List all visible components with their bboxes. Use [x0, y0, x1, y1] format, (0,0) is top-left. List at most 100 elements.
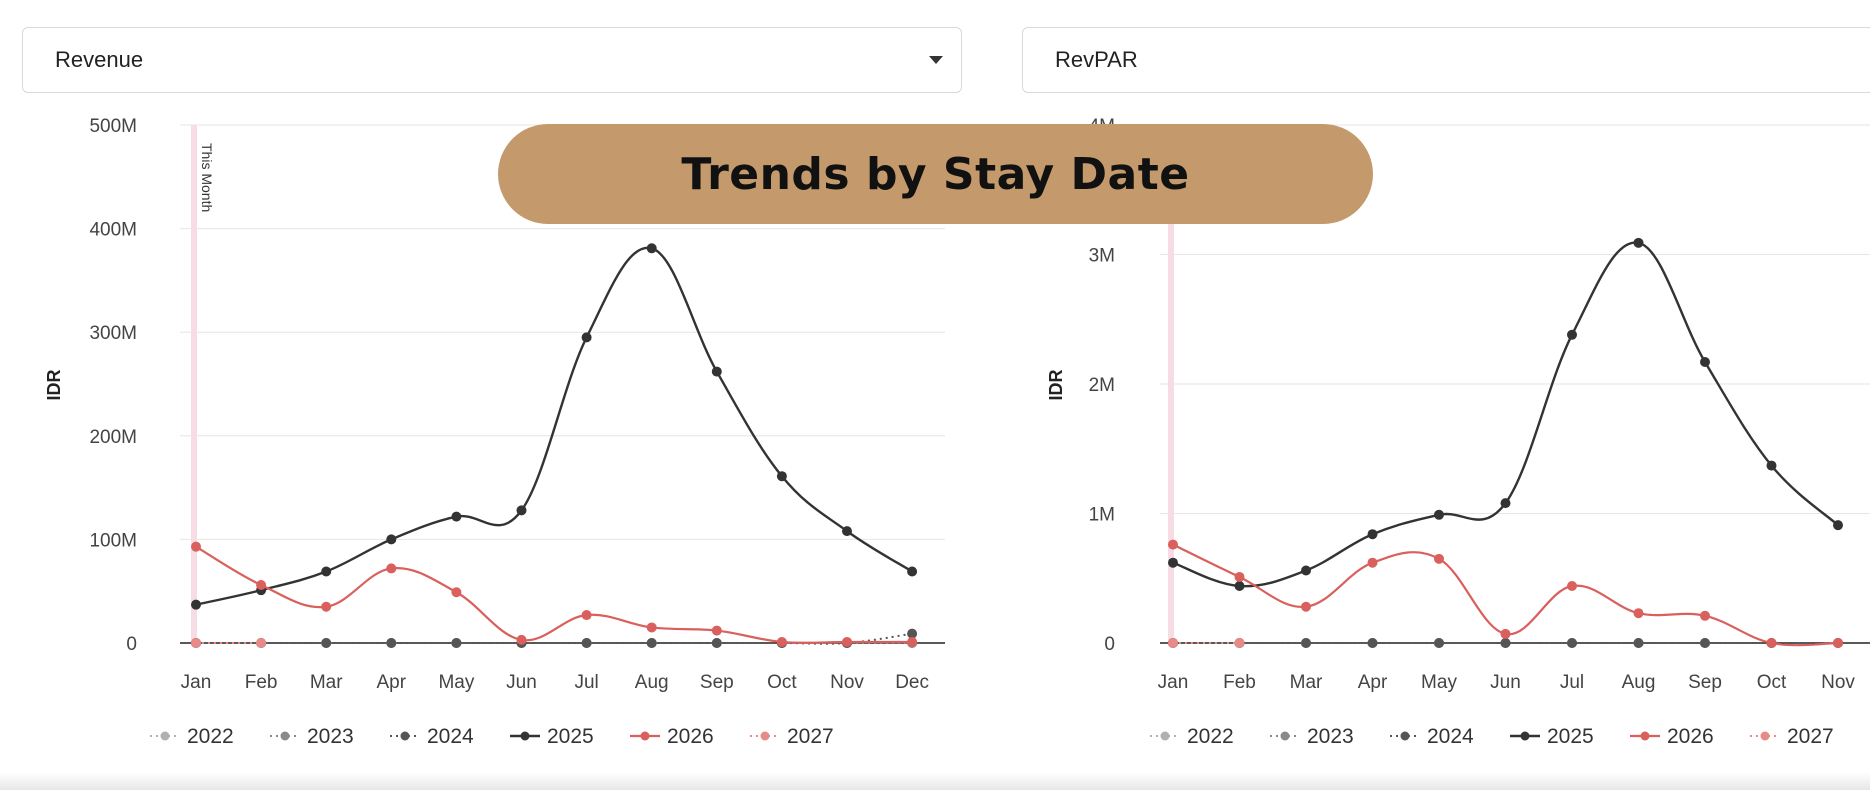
y-tick-label: 100M: [89, 530, 137, 551]
legend-label-2022: 2022: [1187, 725, 1234, 748]
data-point-2025: [842, 526, 852, 537]
data-point-2025: [1367, 529, 1378, 540]
data-point-2027: [1168, 638, 1178, 648]
data-point-2024: [386, 638, 397, 648]
x-tick-label: Jun: [1490, 672, 1521, 693]
data-point-2024: [1301, 638, 1311, 648]
banner-title: Trends by Stay Date: [498, 124, 1373, 224]
legend-label-2023: 2023: [307, 725, 354, 748]
data-point-2024: [1434, 638, 1444, 648]
data-point-2027: [1234, 638, 1245, 648]
legend-marker-2026: [1640, 731, 1650, 741]
y-tick-label: 1M: [1089, 505, 1115, 526]
data-point-2026: [386, 563, 397, 574]
x-tick-label: Jul: [574, 672, 598, 693]
legend-label-2024: 2024: [1427, 725, 1474, 748]
legend-marker-2026: [640, 731, 650, 741]
series-line-2025: [1172, 241, 1839, 588]
data-point-2025: [1234, 581, 1245, 592]
data-point-2024: [451, 638, 462, 648]
data-point-2025: [451, 511, 462, 522]
data-point-2024: [581, 638, 592, 648]
data-point-2026: [256, 579, 267, 590]
data-point-2024: [1367, 638, 1378, 648]
metric-select-left[interactable]: Revenue: [22, 27, 962, 93]
this-month-marker: [1168, 125, 1174, 643]
metric-select-right-value: RevPAR: [1055, 47, 1138, 72]
legend-marker-2022: [160, 731, 170, 741]
data-point-2025: [1168, 557, 1178, 568]
legend-marker-2022: [1160, 731, 1170, 741]
x-tick-label: Aug: [635, 672, 669, 693]
data-point-2024: [907, 628, 918, 639]
data-point-2026: [1700, 610, 1710, 621]
metric-select-right[interactable]: RevPAR: [1022, 27, 1870, 93]
legend-marker-2024: [1400, 731, 1410, 741]
data-point-2026: [451, 587, 462, 598]
data-point-2025: [646, 243, 657, 254]
y-axis-label: IDR: [1046, 370, 1066, 401]
x-tick-label: Aug: [1622, 672, 1656, 693]
this-month-marker: [191, 125, 197, 643]
data-point-2026: [321, 601, 332, 612]
data-point-2026: [842, 636, 852, 647]
y-tick-label: 300M: [89, 323, 137, 344]
legend-marker-2023: [280, 731, 290, 741]
metric-select-left-value: Revenue: [55, 47, 144, 72]
y-tick-label: 200M: [89, 427, 137, 448]
x-tick-label: Oct: [767, 672, 797, 693]
y-tick-label: 0: [1104, 634, 1115, 655]
data-point-2026: [191, 541, 201, 552]
data-point-2025: [907, 566, 918, 577]
legend-label-2025: 2025: [1547, 725, 1594, 748]
data-point-2026: [646, 622, 657, 633]
data-point-2027: [191, 638, 201, 648]
data-point-2025: [776, 471, 787, 482]
x-tick-label: Mar: [310, 672, 343, 693]
data-point-2026: [516, 634, 527, 645]
data-point-2024: [646, 638, 657, 648]
data-point-2025: [386, 534, 397, 545]
data-point-2026: [1301, 601, 1311, 612]
legend-marker-2024: [400, 731, 410, 741]
data-point-2026: [1633, 608, 1644, 619]
data-point-2025: [1500, 498, 1511, 509]
data-point-2026: [1833, 638, 1843, 648]
data-point-2026: [1567, 581, 1577, 592]
x-tick-label: Mar: [1290, 672, 1323, 693]
data-point-2026: [1234, 571, 1245, 582]
data-point-2024: [1700, 638, 1710, 648]
data-point-2026: [776, 636, 787, 647]
x-tick-label: Sep: [1688, 672, 1722, 693]
legend-label-2027: 2027: [1787, 725, 1834, 748]
data-point-2025: [1434, 509, 1444, 520]
legend-marker-2027: [1760, 731, 1770, 741]
x-tick-label: Feb: [245, 672, 278, 693]
x-tick-label: May: [1421, 672, 1457, 693]
legend-label-2026: 2026: [667, 725, 714, 748]
data-point-2026: [1367, 557, 1378, 568]
chevron-down-icon: [929, 56, 943, 64]
y-tick-label: 400M: [89, 220, 137, 241]
data-point-2024: [321, 638, 332, 648]
legend-marker-2025: [520, 731, 530, 741]
y-tick-label: 500M: [89, 116, 137, 137]
data-point-2025: [191, 599, 201, 610]
data-point-2025: [516, 505, 527, 516]
data-point-2025: [1833, 520, 1843, 531]
data-point-2025: [581, 332, 592, 343]
data-point-2026: [711, 625, 722, 636]
x-tick-label: Oct: [1757, 672, 1787, 693]
x-tick-label: Apr: [377, 672, 407, 693]
x-tick-label: Sep: [700, 672, 734, 693]
legend-label-2027: 2027: [787, 725, 834, 748]
x-tick-label: Apr: [1358, 672, 1388, 693]
data-point-2024: [1500, 638, 1511, 648]
data-point-2026: [581, 610, 592, 621]
legend-marker-2027: [760, 731, 770, 741]
data-point-2025: [1301, 565, 1311, 576]
legend-marker-2025: [1520, 731, 1530, 741]
data-point-2025: [1766, 460, 1777, 471]
x-tick-label: Dec: [895, 672, 929, 693]
